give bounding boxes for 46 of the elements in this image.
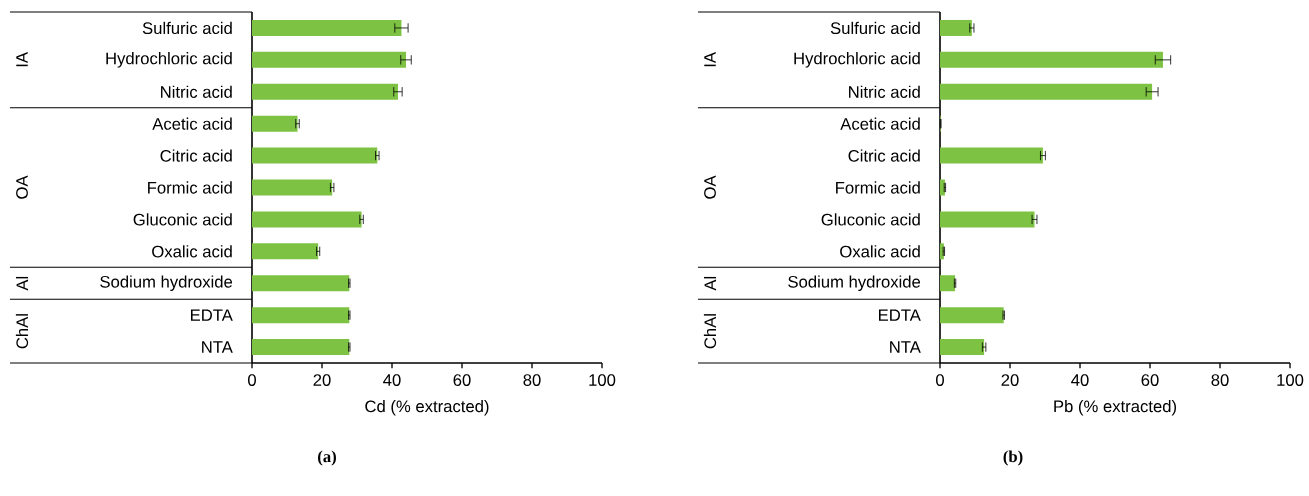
text: OA [16,175,28,199]
y-tick-label: Nitric acid [161,85,232,98]
text: OA [704,175,716,199]
text: Al [15,276,29,291]
y-tick-label: Sulfuric acid [830,21,920,35]
x-tick-label: 80 [1211,374,1229,386]
y-tick-label: Nitric acid [849,85,920,98]
text: Al [703,276,717,291]
y-tick-label: Sodium hydroxide [100,275,233,291]
x-tick-label: 0 [936,374,944,386]
y-tick-label: Sodium hydroxide [788,275,921,291]
y-tick-label: Hydrochloric acid [106,52,232,68]
y-tick-label: Formic acid [148,181,232,194]
y-tick-label: Formic acid [836,181,920,194]
text: ChAl [15,314,29,349]
y-tick-label: NTA [202,341,233,353]
y-tick-label: Gluconic acid [133,213,232,226]
y-tick-label: Hydrochloric acid [794,52,920,68]
text: IA [16,52,28,67]
x-tick-label: 20 [1001,374,1019,386]
x-tick-label: 80 [523,374,541,386]
y-tick-label: Citric acid [848,149,920,162]
x-tick-label: 100 [589,374,616,386]
x-tick-label: 100 [1277,374,1304,386]
y-tick-label: Citric acid [160,149,232,162]
y-tick-label: Oxalic acid [840,245,920,258]
y-tick-label: Oxalic acid [152,245,232,258]
x-axis-title: Cd (% extracted) [365,399,489,416]
y-tick-label: EDTA [190,309,233,321]
x-tick-label: 40 [1071,374,1089,386]
text: IA [704,52,716,67]
text: (a) [318,450,336,466]
y-tick-label: Gluconic acid [821,213,920,226]
x-tick-label: 60 [1141,374,1159,386]
y-tick-label: Acetic acid [840,117,920,130]
x-tick-label: 40 [383,374,401,386]
text: (b) [1003,450,1023,466]
y-tick-label: EDTA [879,309,921,321]
y-tick-label: NTA [890,341,921,353]
x-tick-label: 20 [313,374,331,386]
x-tick-label: 0 [248,374,256,386]
x-tick-label: 60 [453,374,471,386]
y-tick-label: Acetic acid [152,117,232,130]
y-tick-label: Sulfuric acid [142,21,232,35]
x-axis-title: Pb (% extracted) [1054,399,1177,416]
text: ChAl [703,314,717,349]
